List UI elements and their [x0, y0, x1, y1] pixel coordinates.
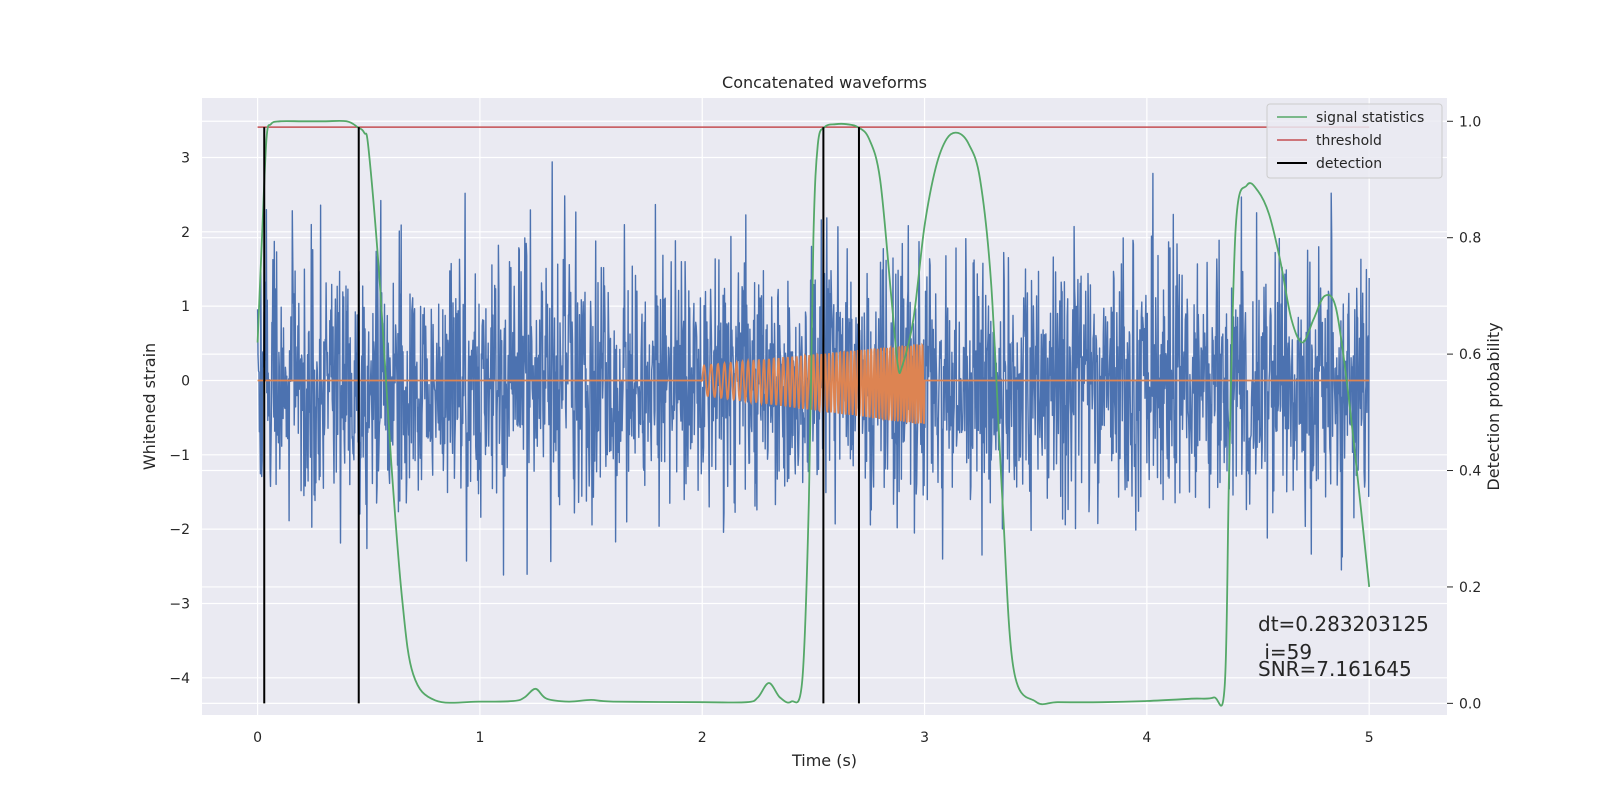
legend: signal statistics threshold detection: [1266, 103, 1443, 179]
y-left-tick-label: 1: [181, 299, 190, 315]
y-left-tick-label: 2: [181, 225, 190, 241]
x-tick-label: 3: [920, 730, 929, 746]
strain-series: [256, 161, 1370, 576]
annotation-i: i=59: [1258, 640, 1312, 664]
x-tick-label: 2: [698, 730, 707, 746]
y-right-tick-label: 0.2: [1459, 580, 1481, 596]
y-right-tick-label: 0.8: [1459, 231, 1481, 247]
y-left-tick-label: −1: [169, 448, 190, 464]
legend-box: [1266, 103, 1443, 179]
y-axis-label-left: Whitened strain: [140, 343, 159, 470]
series-layer: [256, 119, 1371, 707]
x-tick-label: 1: [475, 730, 484, 746]
x-tick-label: 4: [1142, 730, 1151, 746]
y-axis-label-right: Detection probability: [1484, 322, 1503, 490]
y-right-tick-label: 0.0: [1459, 696, 1481, 712]
injected-waveform-series: [257, 342, 1370, 424]
y-left-tick-label: −4: [169, 671, 190, 687]
y-left-tick-label: 0: [181, 373, 190, 389]
x-tick-label: 5: [1365, 730, 1374, 746]
annotation-snr: SNR=7.161645: [1258, 657, 1412, 681]
x-tick-label: 0: [253, 730, 262, 746]
legend-label-threshold: threshold: [1316, 133, 1382, 149]
ticks-layer: 0 1 2 3 4 5 −4 −3 −2 −1 0 1 2 3 0.0 0.2 0.4 0.6 0.8 1.0: [169, 114, 1481, 746]
annotation-dt: dt=0.283203125: [1258, 612, 1429, 636]
y-left-tick-label: −3: [169, 596, 190, 612]
y-left-tick-label: −2: [169, 522, 190, 538]
y-right-tick-label: 1.0: [1459, 114, 1481, 130]
legend-label-detection: detection: [1316, 156, 1382, 172]
y-left-tick-label: 3: [181, 150, 190, 166]
signal-statistics-series: [256, 119, 1371, 707]
chart-title: Concatenated waveforms: [722, 73, 927, 92]
x-axis-label: Time (s): [791, 751, 857, 770]
y-right-tick-label: 0.4: [1459, 464, 1481, 480]
y-right-tick-label: 0.6: [1459, 347, 1481, 363]
legend-label-signal-statistics: signal statistics: [1316, 110, 1424, 126]
